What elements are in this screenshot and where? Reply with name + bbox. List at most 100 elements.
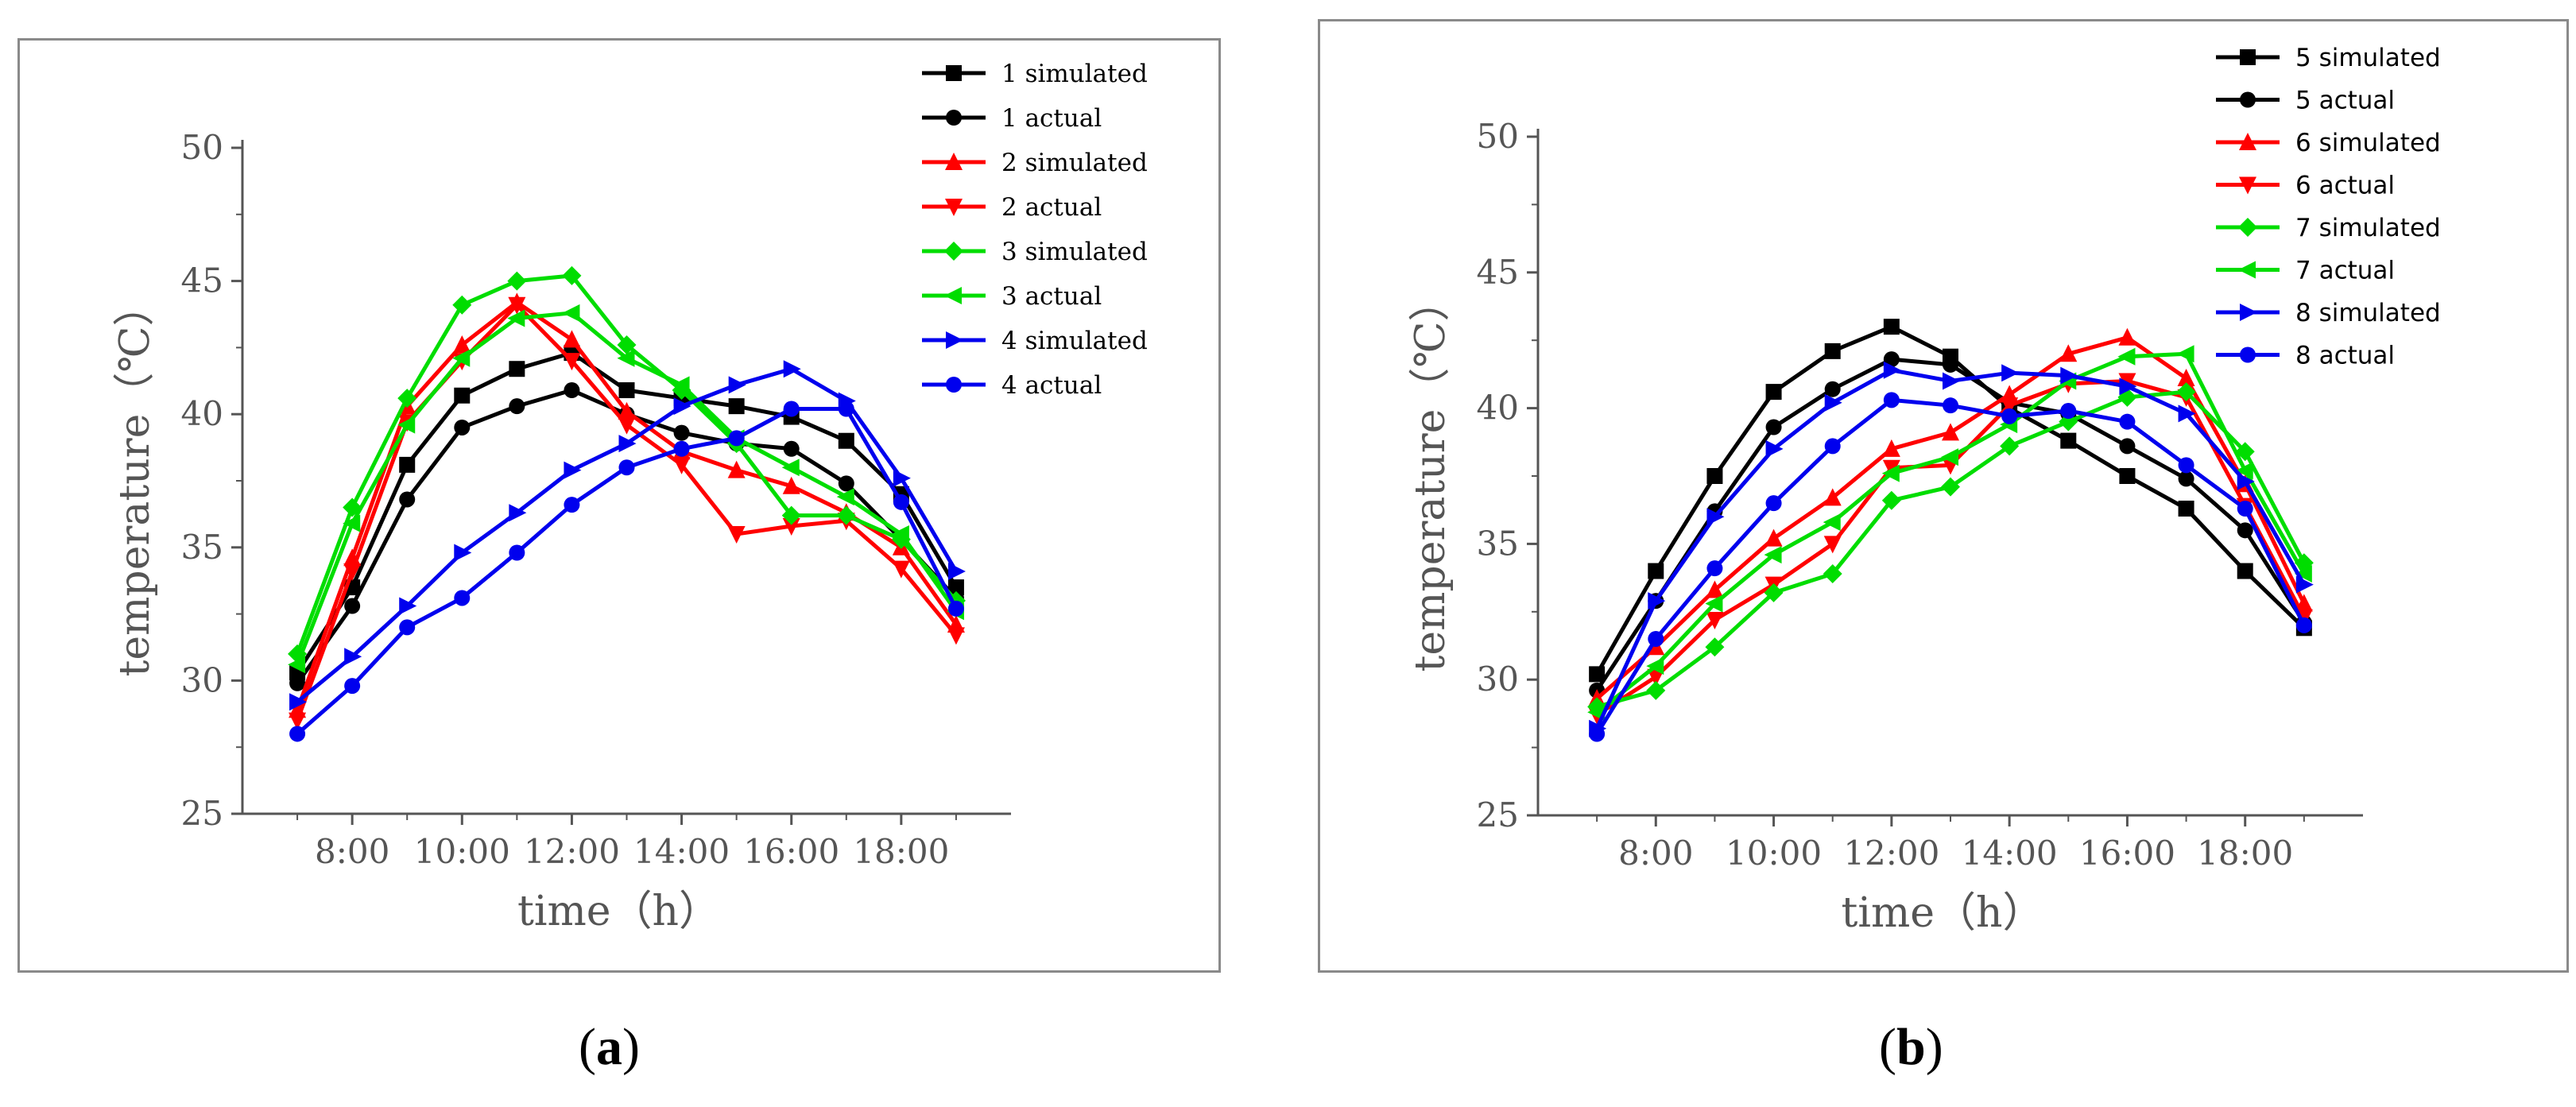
series-a-7: [289, 401, 964, 742]
data-point-b-6-3: [1765, 439, 1784, 458]
legend-marker-b-3: [2239, 176, 2256, 195]
legend-marker-b-5: [2238, 261, 2256, 279]
data-point-a-6-6: [618, 435, 637, 453]
data-point-a-3-11: [892, 560, 910, 579]
data-point-b-2-9: [2118, 327, 2136, 346]
data-point-b-5-9: [2117, 347, 2136, 366]
legend-marker-b-0: [2240, 49, 2256, 65]
data-point-b-7-10: [2178, 457, 2194, 474]
data-point-a-5-5: [562, 304, 580, 322]
y-tick-label-a: 45: [181, 261, 223, 300]
data-point-b-3-1: [1647, 668, 1665, 687]
data-point-a-7-6: [618, 459, 635, 476]
data-point-b-5-4: [1823, 513, 1841, 532]
x-tick-label-a: 14:00: [633, 832, 730, 871]
data-point-a-7-0: [289, 726, 306, 742]
chart-a-axes: 25 30 35 40 45 50 8:00 10:00 12:00 14:00 16:00 18:0…: [111, 128, 1011, 935]
data-point-b-2-5: [1882, 439, 1900, 457]
series-b-7: [1589, 392, 2312, 742]
legend-item-b-4: 7 simulated: [2216, 214, 2441, 242]
legend-marker-a-4: [944, 242, 963, 261]
legend-marker-a-2: [945, 153, 963, 170]
data-point-a-0-2: [399, 456, 416, 473]
caption-a-letter: a: [595, 1018, 622, 1076]
data-point-a-3-12: [947, 627, 965, 645]
legend-label-b-5: 7 actual: [2295, 257, 2395, 285]
chart-b-axes: 25 30 35 40 45 50 8:00 10:00 12:00 14:00 16:00 18:0…: [1407, 117, 2363, 937]
legend-marker-a-7: [946, 377, 962, 393]
legend-item-a-0: 1 simulated: [922, 60, 1148, 88]
data-point-a-5-3: [452, 349, 471, 367]
data-point-b-4-10: [2176, 382, 2196, 402]
data-point-a-1-3: [454, 419, 471, 435]
data-point-a-4-2: [397, 389, 417, 408]
data-point-b-5-5: [1881, 464, 1900, 482]
legend-label-a-7: 4 actual: [1001, 371, 1102, 400]
legend-label-b-4: 7 simulated: [2295, 214, 2441, 242]
data-point-b-4-7: [2000, 436, 2020, 456]
caption-b-letter: b: [1896, 1018, 1926, 1076]
data-point-b-1-9: [2119, 438, 2136, 455]
legend-item-a-5: 3 actual: [922, 282, 1102, 311]
legend-a: 1 simulated 1 actual 2 simulated 2 actual 3 …: [922, 60, 1148, 400]
data-point-b-7-3: [1765, 495, 1782, 512]
data-point-b-6-9: [2119, 377, 2137, 396]
data-point-b-7-8: [2060, 403, 2077, 420]
legend-label-a-3: 2 actual: [1001, 193, 1102, 222]
data-point-b-0-11: [2237, 563, 2253, 579]
legend-marker-a-3: [945, 199, 963, 216]
y-tick-label-a: 50: [181, 128, 223, 167]
data-point-b-1-10: [2178, 470, 2194, 487]
data-point-a-3-5: [563, 353, 581, 371]
legend-label-a-1: 1 actual: [1001, 104, 1102, 133]
data-point-b-1-3: [1765, 419, 1782, 435]
legend-item-a-3: 2 actual: [922, 193, 1102, 222]
data-point-a-3-4: [508, 296, 526, 315]
x-tick-label-a: 10:00: [414, 832, 510, 871]
legend-item-b-2: 6 simulated: [2216, 129, 2441, 157]
x-tick-label-b: 12:00: [1843, 834, 1939, 873]
legend-item-b-3: 6 actual: [2216, 172, 2395, 200]
x-tick-label-b: 10:00: [1726, 834, 1822, 873]
x-tick-label-b: 14:00: [1962, 834, 2058, 873]
chart-panel-b: [1318, 19, 2569, 973]
data-point-b-7-0: [1589, 726, 1606, 742]
data-point-a-0-6: [618, 382, 635, 399]
data-point-b-2-2: [1706, 580, 1724, 598]
data-point-a-5-4: [507, 309, 525, 327]
legend-label-b-1: 5 actual: [2295, 87, 2395, 115]
legend-label-a-6: 4 simulated: [1001, 327, 1148, 355]
chart-panel-a: [17, 38, 1221, 973]
data-point-b-3-4: [1823, 536, 1842, 554]
data-point-b-1-4: [1824, 381, 1841, 397]
data-point-a-7-3: [454, 590, 471, 606]
series-a-6: [289, 360, 966, 711]
data-point-a-6-11: [893, 469, 911, 487]
data-point-b-6-2: [1706, 508, 1725, 526]
data-point-b-0-8: [2060, 432, 2077, 449]
data-point-a-3-6: [618, 416, 636, 435]
y-tick-label-a: 30: [181, 660, 223, 699]
data-point-b-7-6: [1943, 397, 1958, 414]
data-point-a-1-10: [838, 475, 854, 492]
data-point-b-6-10: [2178, 404, 2196, 423]
data-point-b-2-4: [1823, 488, 1842, 506]
x-tick-label-b: 18:00: [2197, 834, 2293, 873]
data-point-a-5-2: [397, 416, 416, 434]
data-point-b-5-6: [1941, 448, 1958, 466]
data-point-b-3-7: [2001, 397, 2019, 416]
data-point-a-7-12: [947, 600, 964, 617]
data-point-a-1-7: [673, 424, 690, 441]
data-point-a-0-8: [728, 398, 745, 415]
legend-marker-b-4: [2238, 218, 2257, 237]
data-point-a-6-7: [673, 397, 691, 416]
caption-a: (a): [579, 1018, 640, 1076]
data-point-a-3-0: [289, 712, 307, 730]
data-point-b-7-4: [1824, 438, 1841, 455]
legend-label-a-4: 3 simulated: [1001, 238, 1148, 266]
data-point-a-7-7: [673, 440, 690, 457]
data-point-b-4-11: [2235, 442, 2255, 462]
legend-item-a-7: 4 actual: [922, 371, 1102, 400]
data-point-a-6-9: [783, 360, 801, 378]
